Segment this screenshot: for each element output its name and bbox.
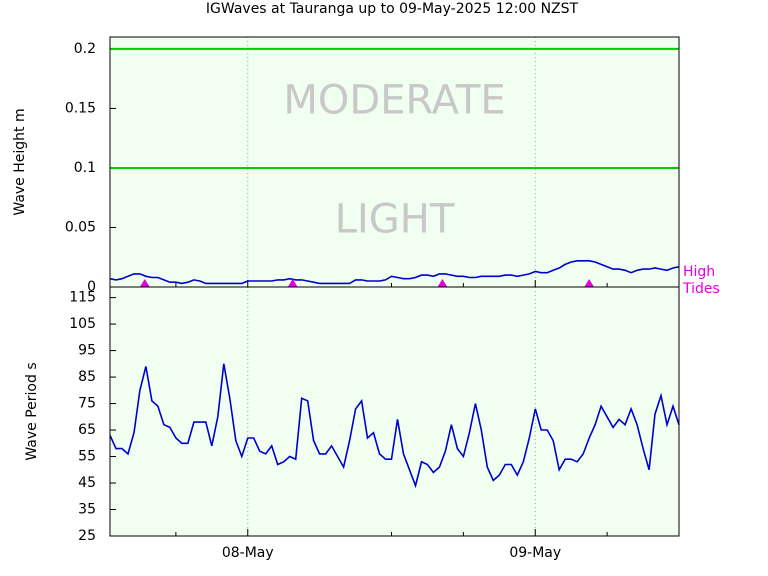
high-tides-label: High Tides: [683, 264, 720, 297]
y-tick-label: 0.1: [74, 160, 96, 176]
plot-background: [110, 287, 679, 536]
y-tick-label: 0.15: [65, 100, 96, 116]
data-line: [109, 363, 680, 489]
y-tick-label: 65: [78, 422, 96, 438]
zone-label: MODERATE: [283, 77, 505, 123]
x-tick-label: 09-May: [509, 545, 561, 561]
chart-title: IGWaves at Tauranga up to 09-May-2025 12…: [206, 1, 579, 17]
y-tick-label: 35: [78, 502, 96, 518]
y-tick-label: 25: [78, 528, 96, 544]
y-tick-label: 45: [78, 475, 96, 491]
plot-background: [110, 37, 679, 287]
zone-label: LIGHT: [335, 196, 455, 242]
y-tick-label: 0: [87, 279, 96, 295]
y-tick-label: 105: [69, 316, 96, 332]
y-tick-label: 0.2: [74, 41, 96, 57]
y-axis-label: Wave Period s: [24, 362, 40, 460]
y-tick-label: 85: [78, 369, 96, 385]
y-tick-label: 55: [78, 449, 96, 465]
data-line: [109, 260, 680, 285]
x-tick-label: 08-May: [222, 545, 274, 561]
y-tick-label: 95: [78, 343, 96, 359]
y-tick-label: 0.05: [65, 219, 96, 235]
y-axis-label: Wave Height m: [12, 108, 28, 215]
y-tick-label: 75: [78, 396, 96, 412]
plot-frame: [109, 286, 680, 537]
y-tick-label: 115: [69, 290, 96, 306]
